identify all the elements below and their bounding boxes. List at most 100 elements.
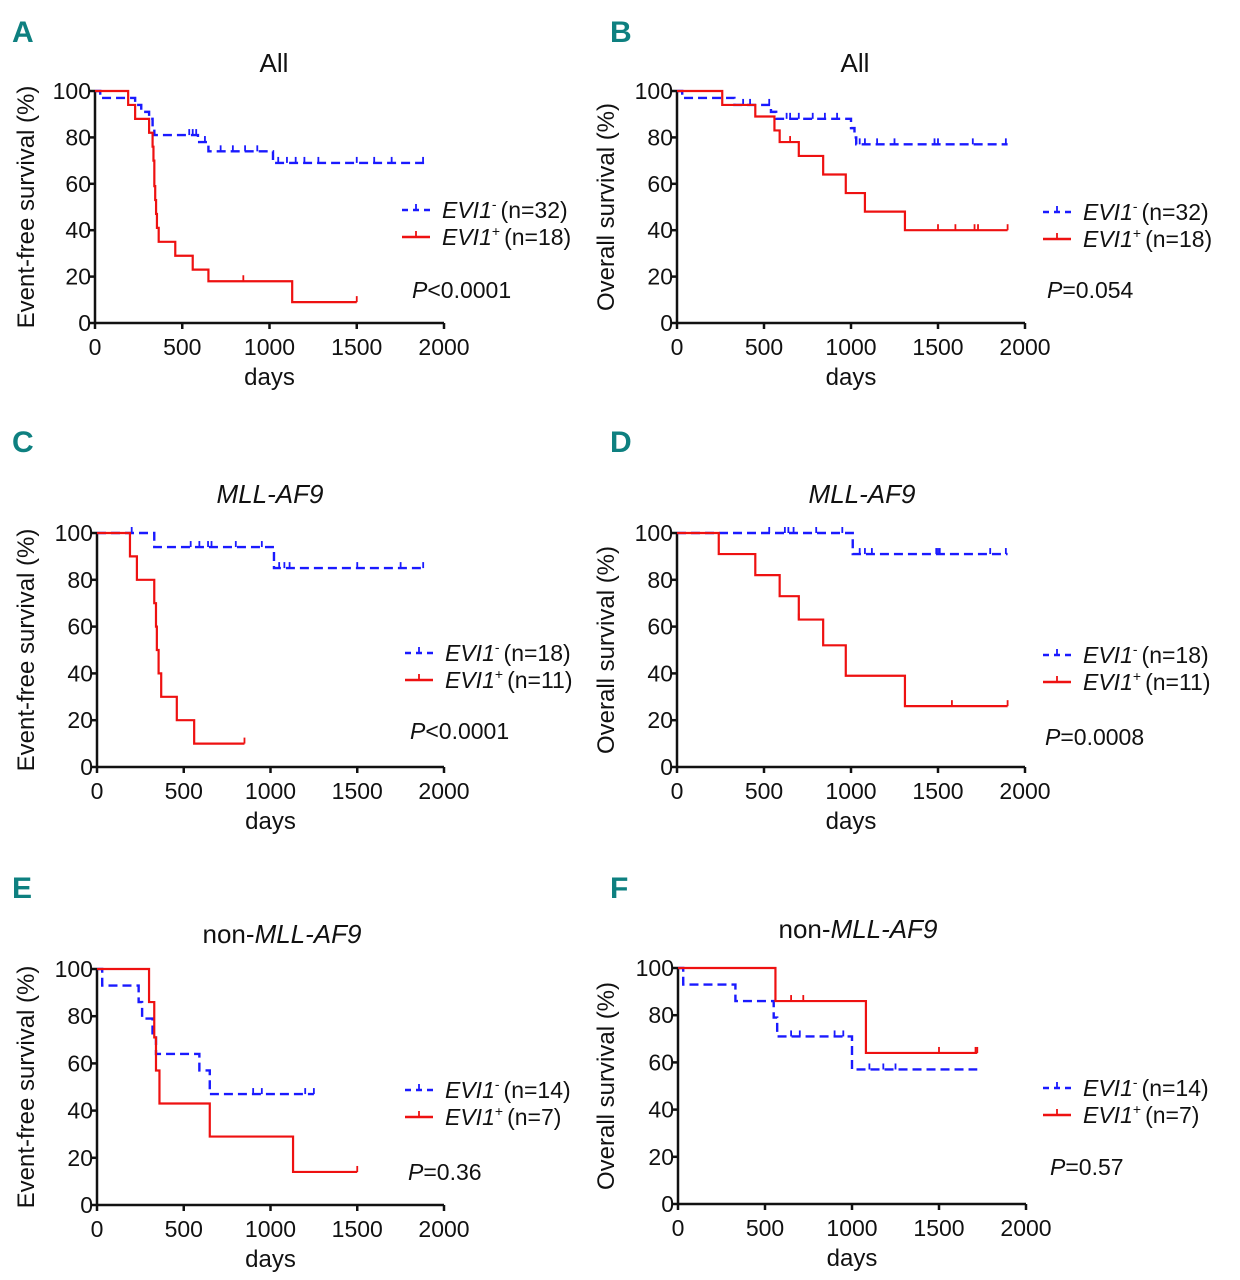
- legend-label-evi1-neg: EVI1- (n=18): [1083, 641, 1209, 668]
- legend-gene: EVI1: [442, 197, 492, 223]
- legend-label-evi1-pos: EVI1+ (n=18): [1083, 225, 1212, 252]
- y-tick-label: 100: [53, 78, 91, 104]
- y-tick-label: 100: [55, 520, 93, 546]
- panel-label: B: [610, 16, 632, 49]
- x-tick-label: 1000: [826, 1215, 877, 1241]
- series-evi1-neg-curve: [677, 531, 1008, 556]
- legend-sup: -: [1133, 198, 1138, 214]
- legend-sup: +: [1133, 225, 1141, 241]
- x-tick-label: 1000: [245, 778, 296, 804]
- x-tick-label: 1500: [331, 334, 382, 360]
- y-tick-label: 0: [80, 1192, 93, 1218]
- legend-label-evi1-pos: EVI1+ (n=18): [442, 223, 571, 250]
- series-evi1-neg-curve: [678, 966, 978, 1071]
- x-tick-label: 0: [89, 334, 102, 360]
- legend-n: (n=18): [1142, 642, 1209, 668]
- x-tick-label: 1500: [912, 334, 963, 360]
- legend-gene: EVI1: [1083, 1102, 1133, 1128]
- x-tick-label: 1000: [244, 334, 295, 360]
- chart-title-italic: MLL-AF9: [255, 919, 362, 949]
- legend-gene: EVI1: [1083, 669, 1133, 695]
- series-evi1-neg-curve: [97, 967, 314, 1096]
- y-axis-label: Event-free survival (%): [13, 529, 40, 772]
- y-tick-label: 80: [647, 124, 673, 150]
- legend-gene: EVI1: [445, 640, 495, 666]
- y-tick-label: 40: [647, 660, 673, 686]
- y-tick-label: 20: [647, 707, 673, 733]
- series-evi1-pos-curve: [95, 89, 357, 304]
- x-tick-label: 1500: [913, 1215, 964, 1241]
- legend-sup: -: [492, 196, 497, 212]
- y-tick-label: 40: [647, 217, 673, 243]
- chart-title: non-MLL-AF9: [779, 914, 938, 944]
- y-tick-label: 0: [660, 754, 673, 780]
- y-tick-label: 0: [661, 1191, 674, 1217]
- legend-gene: EVI1: [1083, 226, 1133, 252]
- p-value: P<0.0001: [410, 718, 509, 744]
- p-value-symbol: P: [1045, 724, 1061, 750]
- legend-n: (n=14): [1142, 1075, 1209, 1101]
- panel-label: F: [610, 872, 628, 905]
- x-tick-label: 500: [165, 778, 203, 804]
- chart-title-prefix: non-: [203, 919, 255, 949]
- legend-label-evi1-neg: EVI1- (n=18): [445, 639, 571, 666]
- y-axis-label: Overall survival (%): [593, 103, 620, 311]
- chart-title-prefix: non-: [779, 914, 831, 944]
- p-value-text: <0.0001: [427, 277, 511, 303]
- y-tick-label: 60: [67, 614, 93, 640]
- x-tick-label: 0: [91, 778, 104, 804]
- p-value: P<0.0001: [412, 277, 511, 303]
- legend-label-evi1-neg: EVI1- (n=32): [1083, 198, 1209, 225]
- legend-n: (n=32): [501, 197, 568, 223]
- y-tick-label: 80: [67, 1003, 93, 1029]
- series-evi1-neg-curve: [97, 531, 425, 570]
- p-value-text: =0.57: [1065, 1154, 1123, 1180]
- y-tick-label: 20: [65, 264, 91, 290]
- legend-gene: EVI1: [1083, 1075, 1133, 1101]
- legend-sup: -: [1133, 641, 1138, 657]
- p-value-symbol: P: [1047, 277, 1063, 303]
- y-tick-label: 80: [67, 567, 93, 593]
- series-evi1-neg-curve: [677, 89, 1008, 146]
- y-tick-label: 80: [65, 124, 91, 150]
- y-tick-label: 20: [67, 1145, 93, 1171]
- p-value-text: <0.0001: [425, 718, 509, 744]
- p-value-symbol: P: [412, 277, 428, 303]
- x-tick-label: 2000: [418, 334, 469, 360]
- x-tick-label: 500: [745, 778, 783, 804]
- panel-label: A: [12, 16, 34, 49]
- x-axis-label: days: [826, 364, 877, 391]
- x-tick-label: 2000: [418, 778, 469, 804]
- p-value: P=0.0008: [1045, 724, 1144, 750]
- chart-title: MLL-AF9: [217, 479, 324, 509]
- legend-gene: EVI1: [442, 224, 492, 250]
- legend-sup: +: [1133, 1101, 1141, 1117]
- chart-title: non-MLL-AF9: [203, 919, 362, 949]
- legend-label-evi1-pos: EVI1+ (n=11): [445, 666, 572, 693]
- legend-gene: EVI1: [445, 667, 495, 693]
- y-tick-label: 100: [636, 955, 674, 981]
- series-evi1-pos-curve: [678, 966, 978, 1055]
- x-tick-label: 1000: [245, 1216, 296, 1242]
- x-tick-label: 1500: [332, 1216, 383, 1242]
- x-tick-label: 1500: [912, 778, 963, 804]
- series-evi1-pos-curve: [677, 531, 1008, 708]
- y-tick-label: 100: [635, 78, 673, 104]
- x-tick-label: 500: [165, 1216, 203, 1242]
- p-value-symbol: P: [410, 718, 426, 744]
- legend-label-evi1-neg: EVI1- (n=14): [1083, 1074, 1209, 1101]
- legend-n: (n=18): [504, 640, 571, 666]
- legend-gene: EVI1: [1083, 199, 1133, 225]
- p-value-symbol: P: [408, 1159, 424, 1185]
- legend-n: (n=18): [504, 224, 571, 250]
- y-tick-label: 80: [648, 1002, 674, 1028]
- series-evi1-pos-curve: [97, 531, 245, 745]
- legend-n: (n=14): [504, 1077, 571, 1103]
- legend-sup: +: [492, 223, 500, 239]
- y-tick-label: 20: [647, 264, 673, 290]
- legend-gene: EVI1: [1083, 642, 1133, 668]
